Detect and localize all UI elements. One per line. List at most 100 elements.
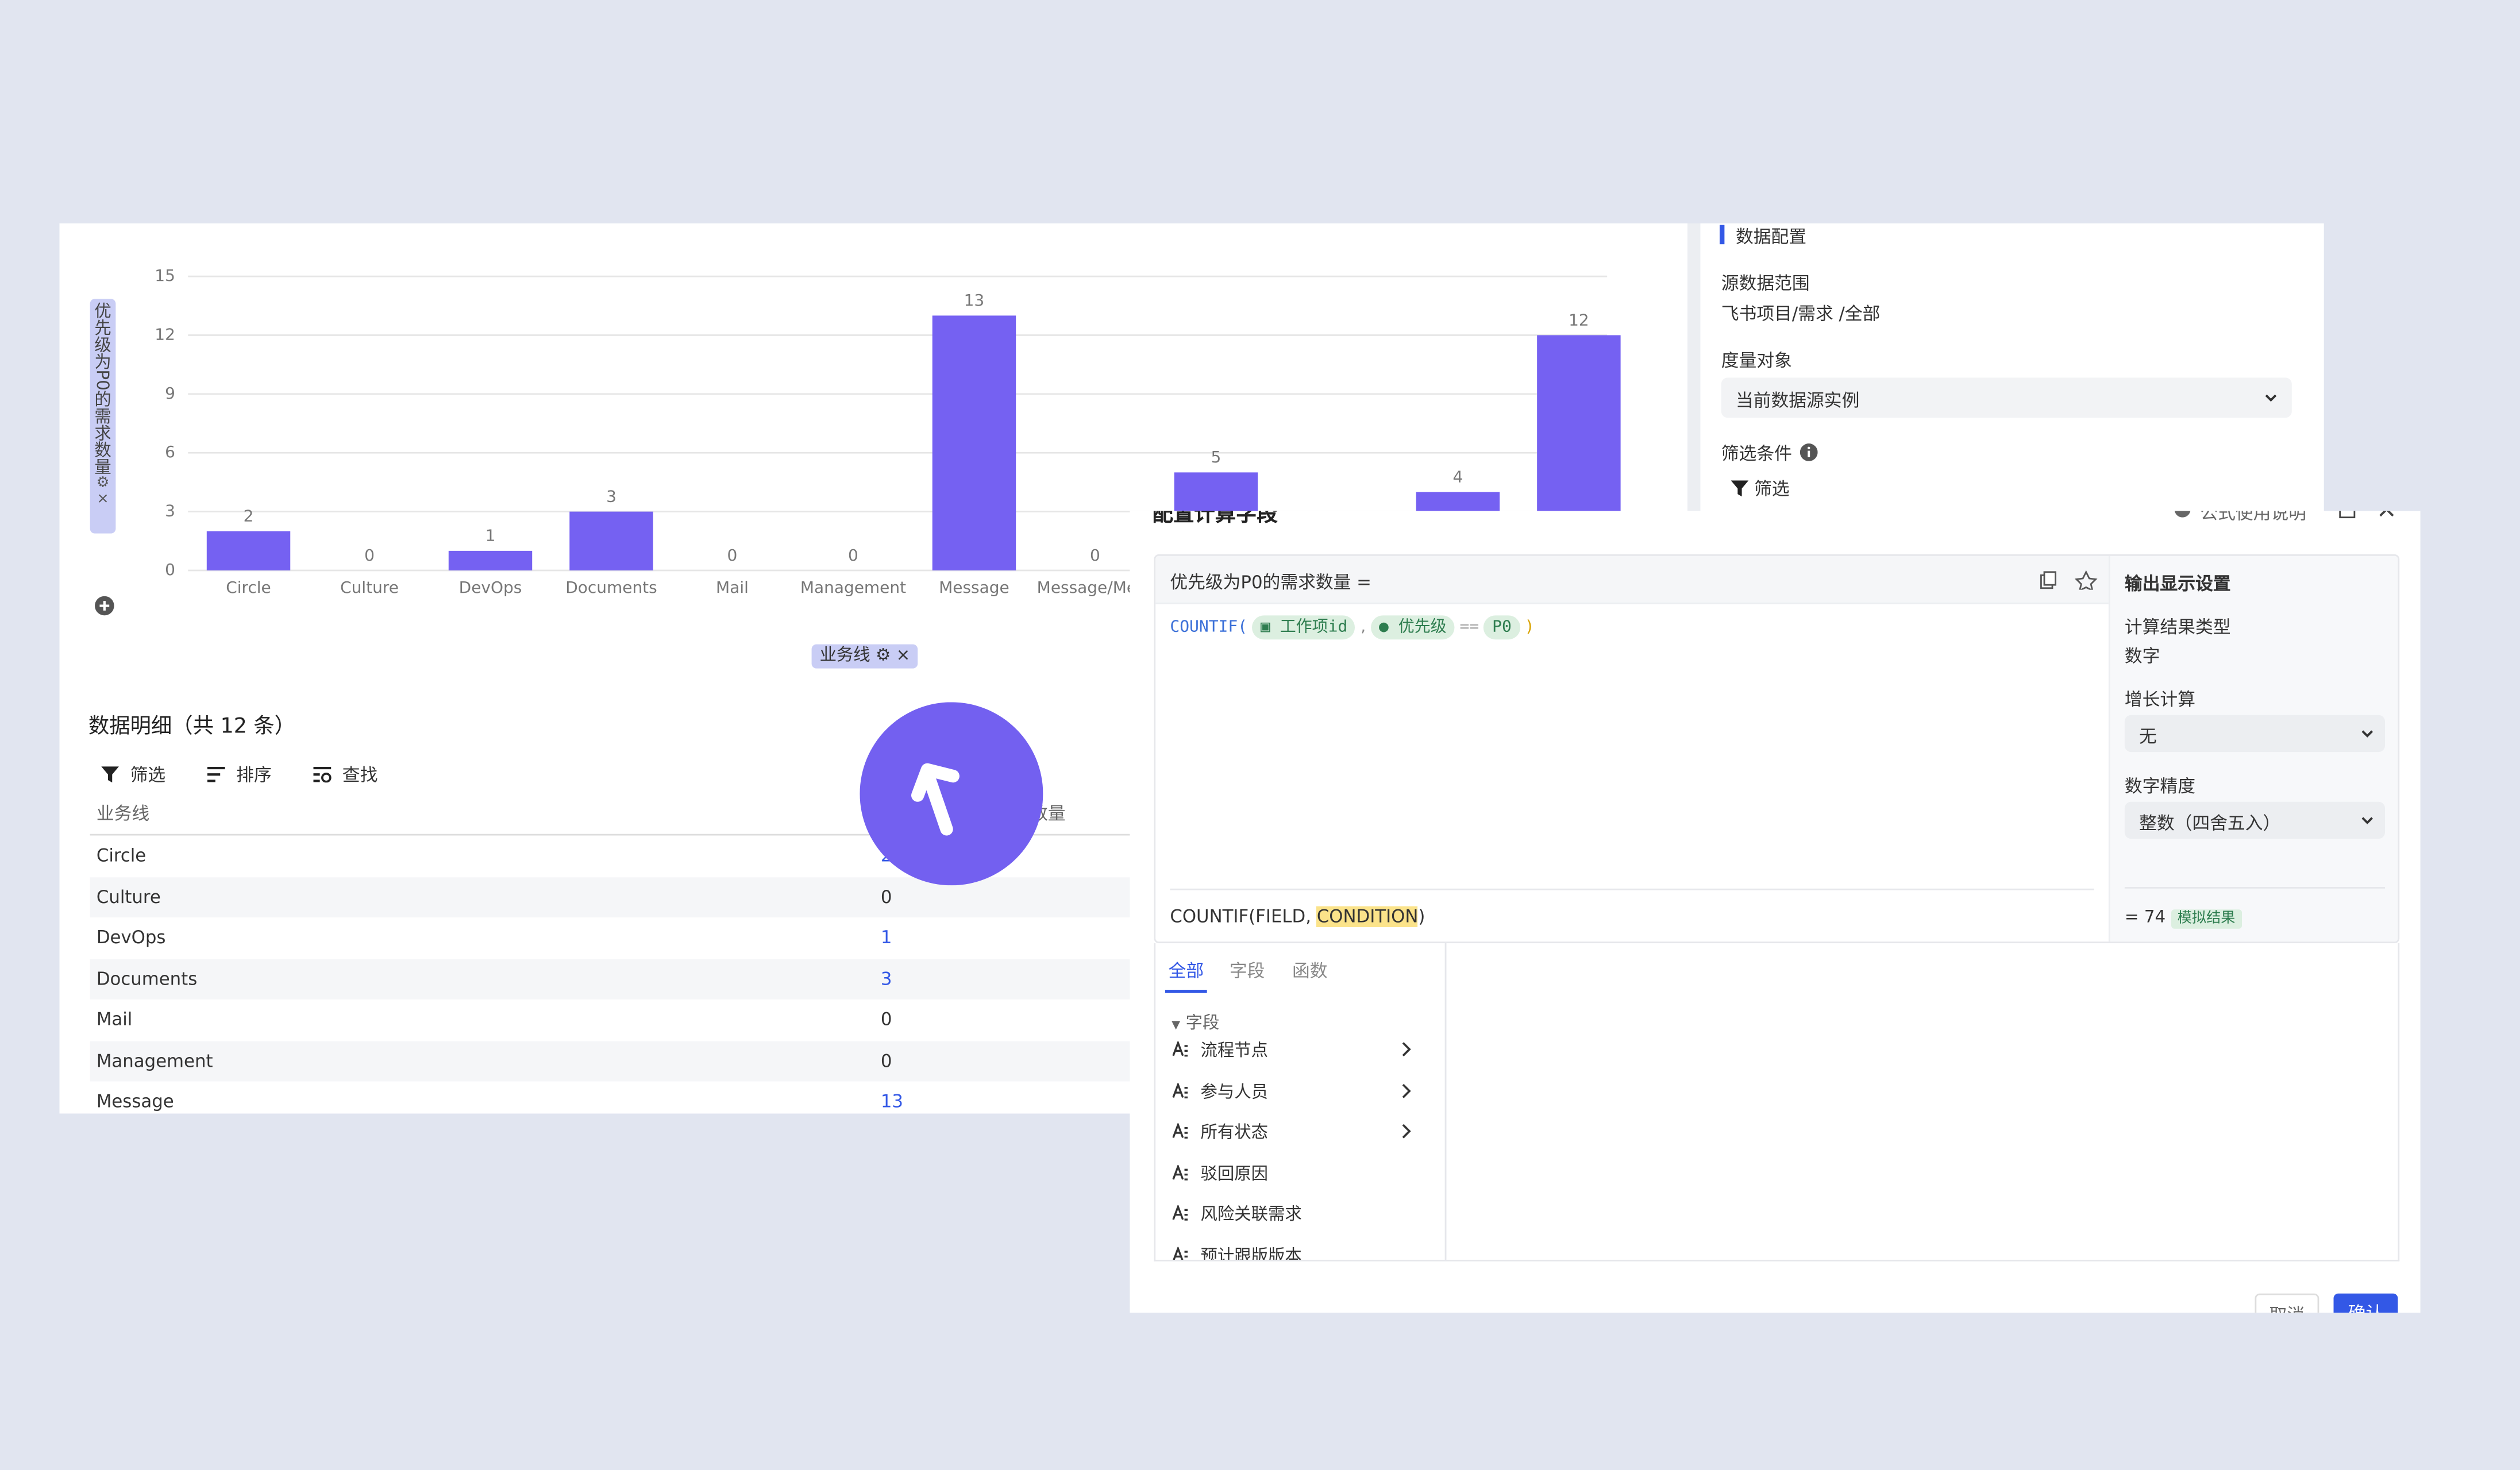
field-label: 源数据范围 [1721,273,1810,294]
field-label: 度量对象 [1721,350,1792,372]
group-text: 字段 [1185,1014,1220,1033]
cursor-badge [860,702,1043,886]
button-text: 确认 [2348,1303,2384,1313]
chevron [1402,1083,1411,1098]
field-list: 流程节点参与人员所有状态驳回原因风险关联需求预计跟版版本 [1169,1038,1426,1260]
cell: Circle [96,845,147,866]
hint-highlight: CONDITION [1316,906,1419,927]
result: = 74 模拟结果 [2124,906,2242,929]
dialog: 配置计算字段 公式使用说明 优先级为P0的需求数量 = COUNTIF( ▣ 工… [1130,511,2421,1313]
divider [1444,943,1447,1260]
chip-text: 优先级 [1398,618,1447,636]
dialog-title: 配置计算字段 [1152,511,1278,527]
cell: 3 [880,968,892,989]
button-text: 取消 [2269,1305,2305,1313]
tab[interactable]: 字段 [1229,960,1265,982]
growth-select[interactable]: 无 [2124,715,2386,753]
cancel-button[interactable]: 取消 [2255,1293,2319,1313]
field-item[interactable]: 预计跟版版本 [1172,1243,1422,1260]
x-axis-chip[interactable]: 业务线 ⚙ × [811,644,919,669]
tool-text: 查找 [342,765,378,786]
filter-button[interactable]: 筛选 [1731,476,1790,501]
formula-name: 优先级为P0的需求数量 = [1170,572,1372,593]
tab[interactable]: 全部 [1165,958,1207,993]
field-item[interactable]: 流程节点 [1172,1038,1422,1064]
field-text: 所有状态 [1200,1123,1268,1143]
help-text: 公式使用说明 [2200,511,2306,524]
field-item[interactable]: 驳回原因 [1172,1161,1422,1187]
field-icon [1172,1122,1188,1139]
x-tick-label: Culture [340,578,399,597]
formula[interactable]: COUNTIF( ▣ 工作项id , ● 优先级 == P0 ) [1170,615,1535,641]
table-row: DevOps 1 [90,917,1132,959]
cell: Message [96,1091,174,1112]
tool-text: 筛选 [130,765,166,786]
tool-button[interactable]: 筛选 [101,762,165,788]
editor-icons[interactable] [2040,570,2104,590]
x-axis-label: 业务线 [819,646,870,666]
table-title: 数据明细（共 12 条） [88,715,296,739]
field-text: 参与人员 [1200,1082,1268,1102]
tool-button[interactable]: 查找 [313,762,377,788]
field-label: 数字精度 [2124,776,2195,797]
picker: 全部 字段 函数 ▼ 字段 流程节点 参与人员 所有状态 驳回原因 风险关联需求 预计跟版版本 [1154,943,2400,1261]
field-text: 风险关联需求 [1200,1205,1302,1225]
field-item[interactable]: 风险关联需求 [1172,1202,1422,1228]
field-item[interactable]: 参与人员 [1172,1079,1422,1105]
window-icons[interactable] [2338,511,2403,521]
hint-text: ) [1418,906,1425,927]
table-row: Documents 3 [90,958,1132,1000]
precision-select[interactable]: 整数（四舍五入） [2124,801,2386,839]
field-label: 计算结果类型 [2124,617,2231,638]
table-row: Message 13 [90,1081,1132,1114]
y-tick-label: 15 [155,266,175,285]
y-tick-label: 3 [165,501,175,520]
tool-icon [101,766,119,783]
field-icon [1172,1163,1188,1180]
group-header[interactable]: ▼ 字段 [1172,1014,1220,1033]
measure-select[interactable]: 当前数据源实例 [1721,377,2292,418]
help-link[interactable]: 公式使用说明 [2200,511,2306,526]
bar [206,531,291,571]
value-label: 12 [1569,310,1589,329]
field-item[interactable]: 所有状态 [1172,1120,1422,1146]
chip-text: 工作项id [1280,618,1348,636]
divider [2124,887,2386,889]
output-settings: 输出显示设置 计算结果类型 数字 增长计算 无 数字精度 整数（四舍五入） = … [2108,555,2398,942]
value-label: 0 [727,546,738,565]
x-tick-label: Message [939,578,1009,597]
cell: 0 [880,886,892,908]
select-value: 当前数据源实例 [1735,390,1860,412]
field-label: 增长计算 [2124,689,2195,711]
y-tick-label: 9 [165,384,175,403]
bar [569,511,653,571]
confirm-button[interactable]: 确认 [2333,1293,2398,1313]
tool-button[interactable]: 排序 [207,762,272,788]
cell: 0 [880,1009,892,1030]
result-value: = 74 [2124,908,2166,927]
output-title: 输出显示设置 [2124,573,2231,595]
cell: Culture [96,886,161,908]
select-value: 整数（四舍五入） [2139,813,2281,834]
chevron [2265,394,2277,402]
separator: , [1361,618,1366,636]
cell: Management [96,1050,213,1071]
tool-text: 排序 [236,765,272,786]
field-chip: ▣ 工作项id [1253,615,1356,640]
result-tag: 模拟结果 [2171,909,2242,929]
tool-icon [313,766,332,783]
field-value: 飞书项目/需求 /全部 [1721,303,1881,325]
value-label: 3 [606,487,616,506]
chevron [2361,817,2373,824]
value-label: 5 [1211,447,1222,466]
y-tick-label: 6 [165,442,175,461]
column-header: 业务线 [96,803,150,824]
y-axis-chip[interactable]: 优先级为P0的需求数量 ⚙ × [90,299,116,534]
x-tick-label: Documents [565,578,657,597]
value-label: 2 [244,507,254,526]
tab[interactable]: 函数 [1292,960,1328,982]
select-value: 无 [2139,726,2157,747]
field-text: 预计跟版版本 [1200,1246,1302,1260]
add-icon[interactable] [95,596,114,616]
cell: 1 [880,927,892,948]
